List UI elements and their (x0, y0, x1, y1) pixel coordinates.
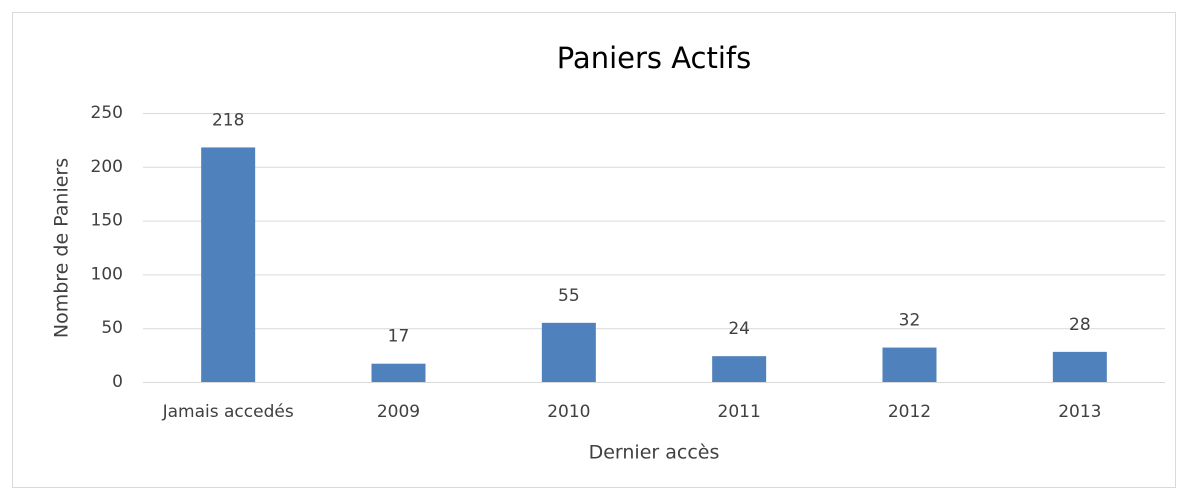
bar (371, 363, 426, 382)
chart-title: Paniers Actifs (557, 41, 752, 75)
x-tick-label: 2012 (888, 402, 931, 422)
bar (1052, 351, 1107, 382)
x-tick-label: 2009 (377, 402, 420, 422)
bar (882, 347, 937, 382)
x-tick-label: 2010 (547, 402, 590, 422)
data-label: 32 (899, 311, 921, 331)
bar (541, 322, 596, 382)
y-tick-label: 50 (101, 318, 123, 338)
x-axis-label: Dernier accès (589, 442, 720, 464)
y-tick-label: 200 (91, 157, 123, 177)
x-tick-label: 2013 (1058, 402, 1101, 422)
data-label: 24 (728, 319, 750, 339)
x-tick-label: Jamais accedés (162, 402, 294, 422)
y-tick-label: 0 (112, 372, 123, 392)
y-tick-label: 150 (91, 211, 123, 231)
data-label: 55 (558, 286, 580, 306)
x-tick-label: 2011 (718, 402, 761, 422)
y-tick-label: 100 (91, 264, 123, 284)
bar (712, 356, 767, 382)
data-label: 218 (212, 110, 244, 130)
y-axis-label: Nombre de Paniers (51, 158, 73, 338)
data-label: 17 (388, 327, 410, 347)
y-tick-label: 250 (91, 103, 123, 123)
bar (201, 147, 256, 382)
data-label: 28 (1069, 315, 1091, 335)
